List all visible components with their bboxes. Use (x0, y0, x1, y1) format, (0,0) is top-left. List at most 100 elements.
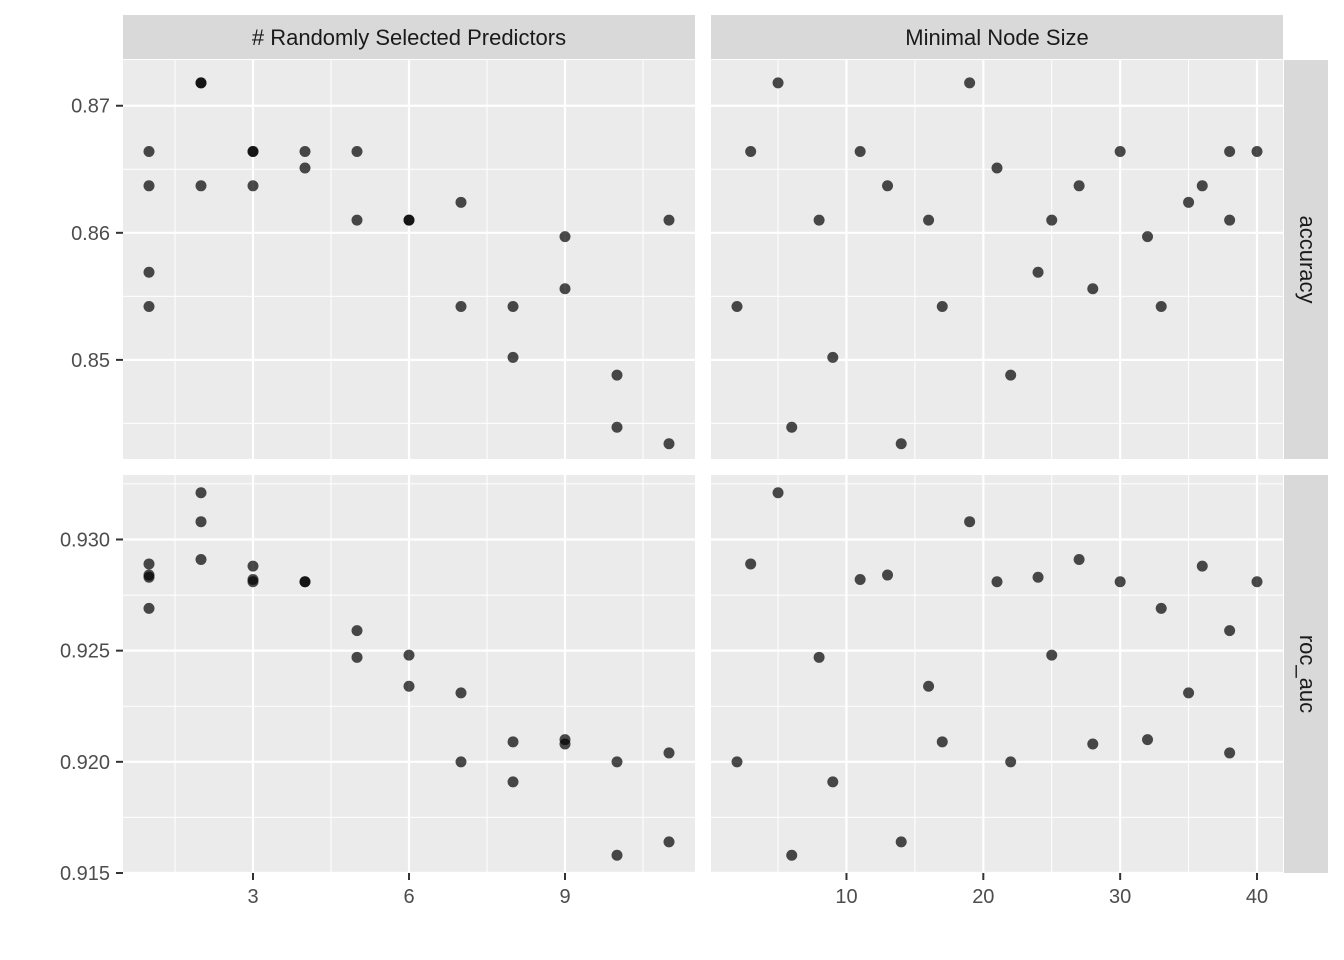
data-point (351, 651, 363, 663)
data-point (772, 487, 784, 499)
data-point (882, 569, 894, 581)
data-point (1224, 214, 1236, 226)
x-tick-label: 10 (835, 886, 857, 908)
data-point (936, 736, 948, 748)
data-point (854, 145, 866, 157)
data-point (455, 687, 467, 699)
data-point (1196, 180, 1208, 192)
data-point (1224, 625, 1236, 637)
data-point (813, 651, 825, 663)
data-point (1005, 756, 1017, 768)
data-point (299, 145, 311, 157)
data-point (455, 756, 467, 768)
data-point (143, 180, 155, 192)
data-point (559, 283, 571, 295)
data-point (895, 836, 907, 848)
data-point (455, 196, 467, 208)
data-point (247, 576, 259, 588)
y-tick-label: 0.87 (71, 96, 110, 118)
data-point (143, 558, 155, 570)
facet-strip-label-1: Minimal Node Size (905, 25, 1088, 50)
data-point (1155, 301, 1167, 313)
data-point (991, 162, 1003, 174)
data-point (611, 849, 623, 861)
data-point (247, 145, 259, 157)
row-strip-label-0: accuracy (1295, 215, 1320, 303)
data-point (1142, 734, 1154, 746)
data-point (143, 301, 155, 313)
facet-strip-1 (711, 15, 1283, 59)
x-tick-label: 3 (247, 886, 258, 908)
row-strip-0 (1284, 60, 1328, 459)
data-point (143, 266, 155, 278)
data-point (1251, 145, 1263, 157)
data-point (299, 576, 311, 588)
data-point (1046, 214, 1058, 226)
data-point (854, 574, 866, 586)
data-point (786, 421, 798, 433)
data-point (351, 625, 363, 637)
data-point (964, 77, 976, 89)
data-point (507, 736, 519, 748)
facet-strip-0 (123, 15, 695, 59)
x-tick-label: 40 (1246, 886, 1268, 908)
data-point (507, 776, 519, 788)
y-tick-label: 0.86 (71, 223, 110, 245)
data-point (827, 776, 839, 788)
data-point (772, 77, 784, 89)
y-tick-label: 0.925 (60, 641, 110, 663)
data-point (1114, 145, 1126, 157)
data-point (813, 214, 825, 226)
data-point (247, 180, 259, 192)
row-strip-label-1: roc_auc (1295, 635, 1320, 713)
x-tick-label: 9 (559, 886, 570, 908)
data-point (1251, 576, 1263, 588)
data-point (745, 558, 757, 570)
data-point (403, 649, 415, 661)
data-point (663, 836, 675, 848)
y-tick-label: 0.920 (60, 752, 110, 774)
panel-0-1 (711, 60, 1283, 459)
data-point (895, 438, 907, 450)
data-point (1046, 649, 1058, 661)
data-point (731, 756, 743, 768)
facet-strip-label-0: # Randomly Selected Predictors (252, 25, 566, 50)
data-point (559, 738, 571, 750)
data-point (1155, 602, 1167, 614)
y-tick-label: 0.85 (71, 350, 110, 372)
data-point (351, 214, 363, 226)
data-point (663, 747, 675, 759)
data-point (786, 849, 798, 861)
data-point (195, 553, 207, 565)
data-point (195, 516, 207, 528)
data-point (936, 301, 948, 313)
data-point (1183, 687, 1195, 699)
data-point (403, 680, 415, 692)
panel-1-1 (711, 475, 1283, 873)
data-point (1005, 369, 1017, 381)
data-point (923, 214, 935, 226)
data-point (1073, 180, 1085, 192)
data-point (247, 560, 259, 572)
data-point (882, 180, 894, 192)
data-point (143, 602, 155, 614)
data-point (1114, 576, 1126, 588)
data-point (1087, 283, 1099, 295)
data-point (1032, 266, 1044, 278)
data-point (299, 162, 311, 174)
data-point (1073, 553, 1085, 565)
data-point (195, 77, 207, 89)
data-point (455, 301, 467, 313)
data-point (1196, 560, 1208, 572)
data-point (731, 301, 743, 313)
data-point (827, 351, 839, 363)
y-tick-label: 0.915 (60, 863, 110, 885)
data-point (507, 351, 519, 363)
data-point (1224, 747, 1236, 759)
x-tick-label: 6 (403, 886, 414, 908)
data-point (1142, 231, 1154, 243)
data-point (964, 516, 976, 528)
data-point (611, 369, 623, 381)
data-point (1032, 571, 1044, 583)
data-point (991, 576, 1003, 588)
